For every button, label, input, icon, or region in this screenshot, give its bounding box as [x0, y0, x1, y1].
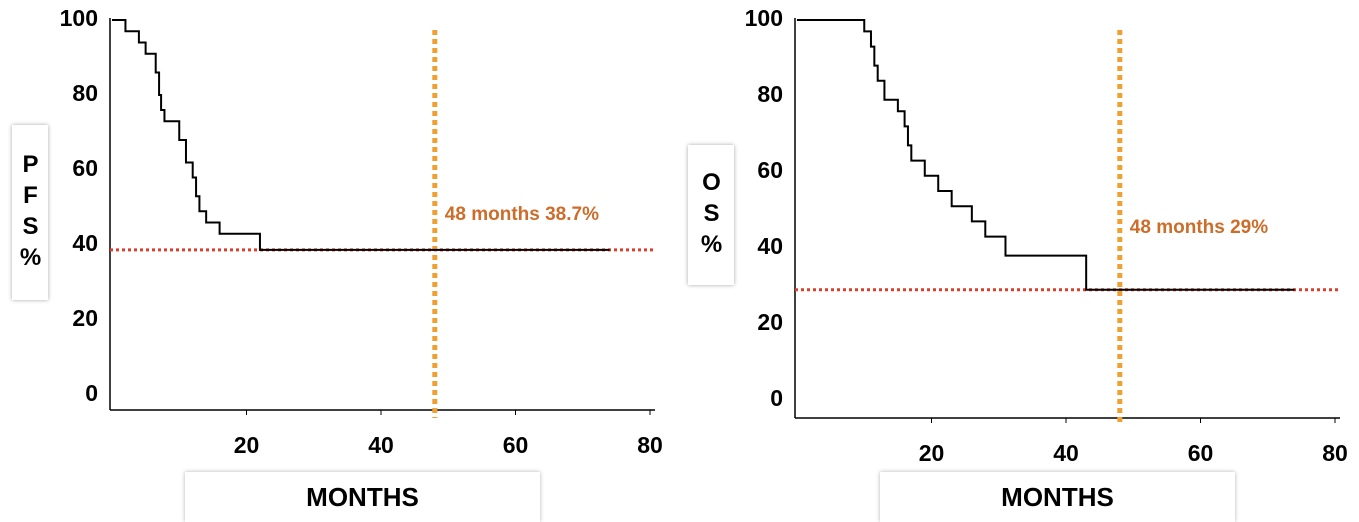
- y-tick-label: 80: [72, 80, 98, 106]
- survival-curve: [112, 19, 610, 251]
- x-axis-label: MONTHS: [185, 472, 540, 522]
- x-tick-label: 20: [919, 440, 945, 466]
- y-tick-label: 60: [72, 155, 98, 181]
- y-tick-label: 0: [85, 380, 98, 406]
- x-tick-label: 80: [637, 432, 663, 458]
- survival-curve: [797, 19, 1295, 291]
- y-tick-label: 100: [60, 5, 98, 31]
- y-tick-label: 60: [757, 157, 783, 183]
- x-tick-label: 40: [1053, 440, 1079, 466]
- y-tick-label: 0: [770, 385, 783, 411]
- annotation: 48 months 38.7%: [445, 204, 599, 225]
- x-tick-label: 80: [1322, 440, 1348, 466]
- x-tick-label: 20: [234, 432, 260, 458]
- x-tick-label: 60: [1188, 440, 1214, 466]
- y-tick-label: 20: [757, 309, 783, 335]
- y-axis-label: PFS%: [12, 125, 48, 300]
- annotation: 48 months 29%: [1130, 217, 1268, 238]
- x-tick-label: 40: [368, 432, 394, 458]
- x-axis-label: MONTHS: [880, 472, 1235, 522]
- y-tick-label: 80: [757, 81, 783, 107]
- y-tick-label: 40: [72, 230, 98, 256]
- y-tick-label: 100: [745, 5, 783, 31]
- y-tick-label: 40: [757, 233, 783, 259]
- y-axis-label: OS%: [688, 145, 734, 285]
- y-tick-label: 20: [72, 305, 98, 331]
- x-tick-label: 60: [503, 432, 529, 458]
